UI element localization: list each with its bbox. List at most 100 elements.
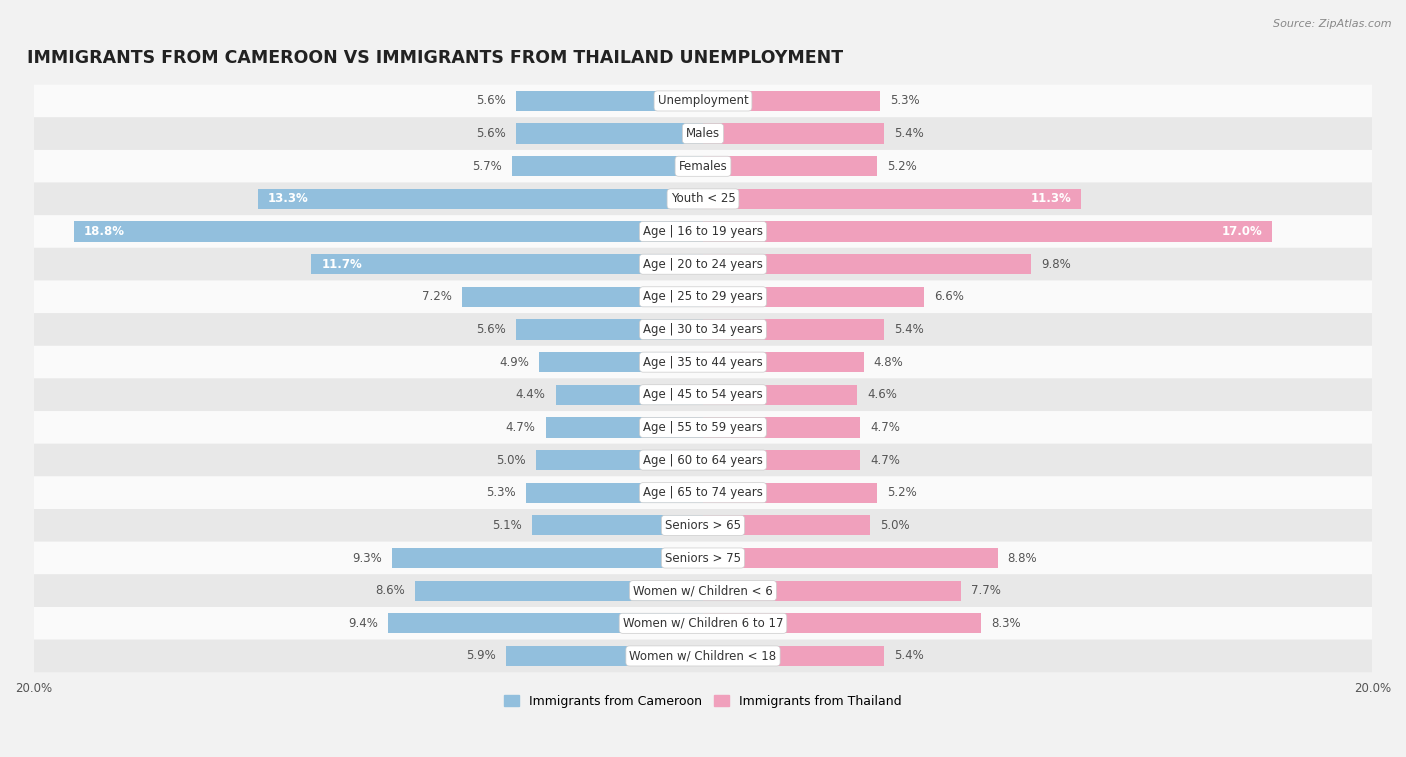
Bar (516, 123, 703, 144)
Text: 4.4%: 4.4% (516, 388, 546, 401)
Text: 4.6%: 4.6% (868, 388, 897, 401)
FancyBboxPatch shape (24, 313, 1382, 346)
Bar (703, 319, 884, 340)
Bar (392, 548, 703, 568)
Bar (703, 123, 884, 144)
Text: Seniors > 75: Seniors > 75 (665, 552, 741, 565)
Bar (703, 516, 870, 535)
FancyBboxPatch shape (24, 85, 1382, 117)
FancyBboxPatch shape (24, 215, 1382, 248)
Bar (463, 287, 703, 307)
Text: Age | 35 to 44 years: Age | 35 to 44 years (643, 356, 763, 369)
Text: 5.4%: 5.4% (894, 127, 924, 140)
Bar (703, 352, 863, 372)
Bar (703, 417, 860, 438)
FancyBboxPatch shape (24, 509, 1382, 542)
Text: Age | 20 to 24 years: Age | 20 to 24 years (643, 257, 763, 271)
Text: 5.9%: 5.9% (465, 650, 495, 662)
Bar (311, 254, 703, 274)
FancyBboxPatch shape (24, 411, 1382, 444)
Bar (257, 188, 703, 209)
Bar (512, 156, 703, 176)
Bar (703, 287, 924, 307)
Bar (516, 91, 703, 111)
Bar (703, 450, 860, 470)
FancyBboxPatch shape (24, 346, 1382, 378)
Legend: Immigrants from Cameroon, Immigrants from Thailand: Immigrants from Cameroon, Immigrants fro… (499, 690, 907, 713)
Bar (703, 385, 858, 405)
Text: Women w/ Children < 6: Women w/ Children < 6 (633, 584, 773, 597)
Text: 8.8%: 8.8% (1008, 552, 1038, 565)
FancyBboxPatch shape (24, 117, 1382, 150)
Bar (388, 613, 703, 634)
Text: Age | 45 to 54 years: Age | 45 to 54 years (643, 388, 763, 401)
Text: IMMIGRANTS FROM CAMEROON VS IMMIGRANTS FROM THAILAND UNEMPLOYMENT: IMMIGRANTS FROM CAMEROON VS IMMIGRANTS F… (27, 49, 844, 67)
FancyBboxPatch shape (24, 575, 1382, 607)
Bar (703, 613, 981, 634)
Text: 5.4%: 5.4% (894, 323, 924, 336)
Text: 5.7%: 5.7% (472, 160, 502, 173)
Bar (703, 221, 1272, 241)
FancyBboxPatch shape (24, 248, 1382, 281)
Text: 5.6%: 5.6% (475, 95, 506, 107)
FancyBboxPatch shape (24, 182, 1382, 215)
Bar (538, 352, 703, 372)
Text: 5.4%: 5.4% (894, 650, 924, 662)
Bar (703, 254, 1031, 274)
Text: 5.6%: 5.6% (475, 127, 506, 140)
Text: Age | 25 to 29 years: Age | 25 to 29 years (643, 291, 763, 304)
Bar (703, 581, 960, 601)
Text: 9.3%: 9.3% (352, 552, 381, 565)
Text: 6.6%: 6.6% (934, 291, 965, 304)
Bar (536, 450, 703, 470)
Text: 4.7%: 4.7% (870, 453, 900, 466)
Bar (703, 548, 997, 568)
Text: 4.8%: 4.8% (873, 356, 904, 369)
Text: Age | 65 to 74 years: Age | 65 to 74 years (643, 486, 763, 499)
Text: 11.7%: 11.7% (322, 257, 363, 271)
Text: 8.3%: 8.3% (991, 617, 1021, 630)
Bar (703, 483, 877, 503)
Text: 13.3%: 13.3% (269, 192, 308, 205)
FancyBboxPatch shape (24, 476, 1382, 509)
Text: 8.6%: 8.6% (375, 584, 405, 597)
Text: Age | 16 to 19 years: Age | 16 to 19 years (643, 225, 763, 238)
Text: 11.3%: 11.3% (1031, 192, 1071, 205)
Text: 9.4%: 9.4% (349, 617, 378, 630)
Text: 4.7%: 4.7% (870, 421, 900, 434)
Text: 5.1%: 5.1% (492, 519, 522, 532)
FancyBboxPatch shape (24, 281, 1382, 313)
Text: 5.3%: 5.3% (890, 95, 920, 107)
Bar (506, 646, 703, 666)
FancyBboxPatch shape (24, 542, 1382, 575)
FancyBboxPatch shape (24, 378, 1382, 411)
Text: 7.7%: 7.7% (970, 584, 1001, 597)
Text: Age | 60 to 64 years: Age | 60 to 64 years (643, 453, 763, 466)
FancyBboxPatch shape (24, 150, 1382, 182)
Text: Youth < 25: Youth < 25 (671, 192, 735, 205)
Bar (703, 156, 877, 176)
Text: 4.7%: 4.7% (506, 421, 536, 434)
Text: 17.0%: 17.0% (1222, 225, 1263, 238)
Bar (73, 221, 703, 241)
Text: Women w/ Children < 18: Women w/ Children < 18 (630, 650, 776, 662)
Text: Women w/ Children 6 to 17: Women w/ Children 6 to 17 (623, 617, 783, 630)
FancyBboxPatch shape (24, 444, 1382, 476)
FancyBboxPatch shape (24, 640, 1382, 672)
Text: 5.2%: 5.2% (887, 160, 917, 173)
Bar (516, 319, 703, 340)
Text: 5.2%: 5.2% (887, 486, 917, 499)
Text: Unemployment: Unemployment (658, 95, 748, 107)
Text: Source: ZipAtlas.com: Source: ZipAtlas.com (1274, 19, 1392, 29)
Text: 5.0%: 5.0% (880, 519, 910, 532)
Text: 4.9%: 4.9% (499, 356, 529, 369)
Bar (546, 417, 703, 438)
Text: 5.6%: 5.6% (475, 323, 506, 336)
Bar (703, 188, 1081, 209)
Bar (526, 483, 703, 503)
Bar (703, 646, 884, 666)
Bar (533, 516, 703, 535)
Text: Females: Females (679, 160, 727, 173)
Bar (555, 385, 703, 405)
Bar (703, 91, 880, 111)
